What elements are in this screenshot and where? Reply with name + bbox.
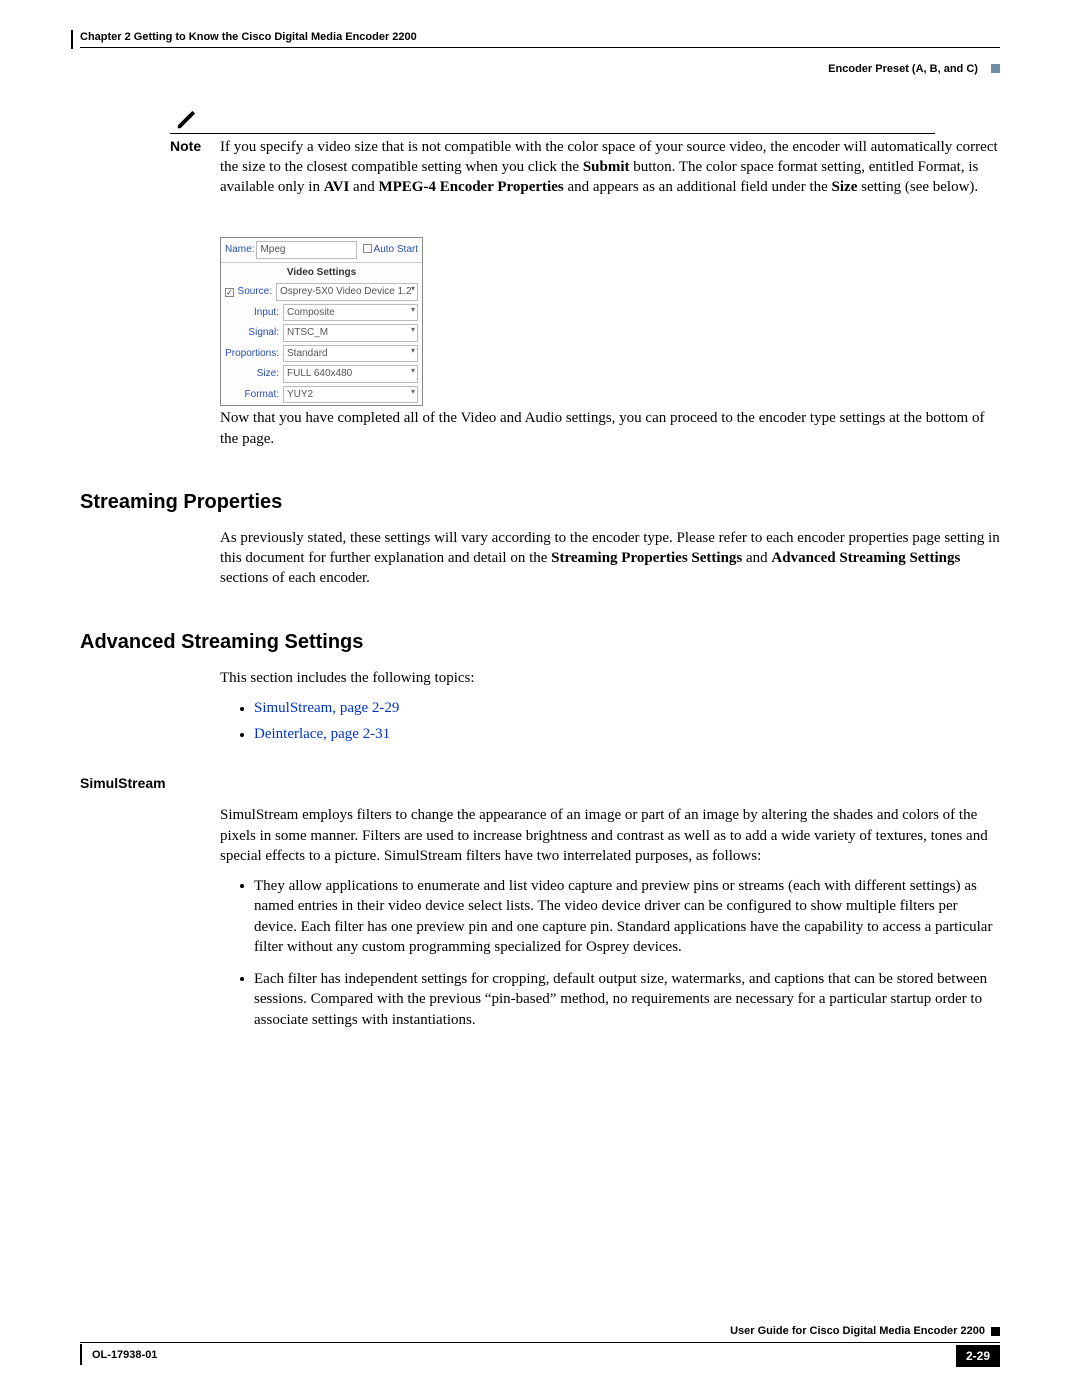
section-header: Encoder Preset (A, B, and C) bbox=[80, 62, 1000, 77]
simulstream-bullet-1: They allow applications to enumerate and… bbox=[240, 876, 1000, 957]
section-title: Encoder Preset (A, B, and C) bbox=[828, 63, 978, 75]
footer-doc-id: OL-17938-01 bbox=[80, 1348, 157, 1363]
note-label: Note bbox=[80, 137, 220, 198]
advanced-links-list: SimulStream, page 2-29 Deinterlace, page… bbox=[240, 698, 1000, 745]
ss-row-source: Source: Osprey-5X0 Video Device 1.2 bbox=[221, 282, 422, 303]
simulstream-bullets: They allow applications to enumerate and… bbox=[240, 876, 1000, 1030]
ss-row-format: Format: YUY2 bbox=[221, 385, 422, 406]
streaming-properties-heading: Streaming Properties bbox=[80, 489, 1000, 516]
after-screenshot-para: Now that you have completed all of the V… bbox=[220, 408, 1000, 449]
ss-auto-start: Auto Start bbox=[363, 243, 418, 257]
footer-square-icon bbox=[991, 1327, 1000, 1336]
advanced-streaming-heading: Advanced Streaming Settings bbox=[80, 629, 1000, 656]
note-body: If you specify a video size that is not … bbox=[220, 137, 1000, 198]
streaming-properties-para: As previously stated, these settings wil… bbox=[220, 528, 1000, 589]
note-block: Note If you specify a video size that is… bbox=[80, 137, 1000, 198]
chapter-title: Chapter 2 Getting to Know the Cisco Digi… bbox=[80, 31, 417, 43]
chapter-header: Chapter 2 Getting to Know the Cisco Digi… bbox=[80, 30, 1000, 48]
ss-source-checkbox bbox=[225, 288, 234, 297]
ss-row-size: Size: FULL 640x480 bbox=[221, 364, 422, 385]
advanced-intro: This section includes the following topi… bbox=[220, 668, 1000, 688]
page-footer: User Guide for Cisco Digital Media Encod… bbox=[80, 1324, 1000, 1367]
ss-row-proportions: Proportions: Standard bbox=[221, 344, 422, 365]
link-deinterlace-a[interactable]: Deinterlace, page 2-31 bbox=[254, 726, 390, 742]
page-number: 2-29 bbox=[956, 1345, 1000, 1367]
ss-row-signal: Signal: NTSC_M bbox=[221, 323, 422, 344]
video-settings-screenshot: Name: Mpeg Auto Start Video Settings Sou… bbox=[220, 237, 423, 406]
ss-name-value: Mpeg bbox=[256, 241, 356, 259]
section-square-icon bbox=[991, 64, 1000, 73]
simulstream-bullet-2: Each filter has independent settings for… bbox=[240, 969, 1000, 1030]
footer-title: User Guide for Cisco Digital Media Encod… bbox=[80, 1324, 1000, 1339]
simulstream-heading: SimulStream bbox=[80, 774, 1000, 793]
link-simulstream: SimulStream, page 2-29 bbox=[240, 698, 1000, 718]
pencil-icon bbox=[175, 109, 197, 131]
ss-video-settings-header: Video Settings bbox=[221, 263, 422, 283]
link-simulstream-a[interactable]: SimulStream, page 2-29 bbox=[254, 700, 399, 716]
link-deinterlace: Deinterlace, page 2-31 bbox=[240, 724, 1000, 744]
simulstream-para: SimulStream employs filters to change th… bbox=[220, 805, 1000, 866]
ss-name-label: Name: bbox=[225, 243, 254, 257]
ss-row-input: Input: Composite bbox=[221, 303, 422, 324]
